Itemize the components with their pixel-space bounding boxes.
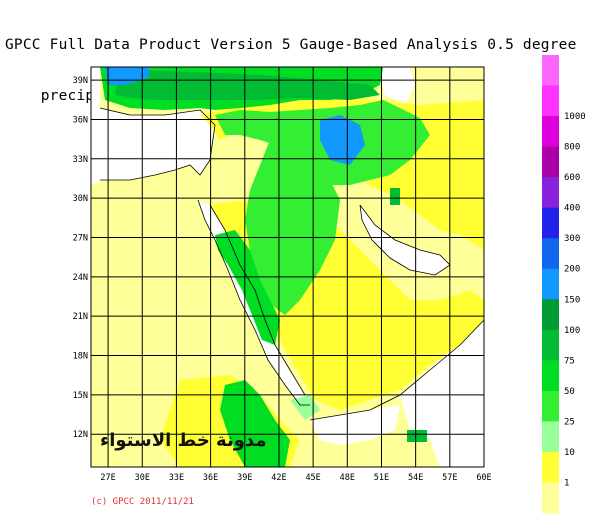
legend-label: 1	[564, 478, 569, 488]
lon-tick-label: 45E	[305, 473, 320, 483]
legend-swatch	[542, 177, 559, 209]
sea-arabian	[400, 310, 484, 467]
legend-label: 200	[564, 265, 580, 275]
lat-tick-label: 12N	[73, 430, 88, 440]
legend-label: 600	[564, 173, 580, 183]
latitude-labels: 39N 36N 33N 30N 27N 24N 21N 18N 15N 12N	[73, 76, 88, 440]
sea-gulf-of-aden	[310, 405, 400, 445]
coastlines	[99, 107, 485, 421]
map-title-line1: GPCC Full Data Product Version 5 Gauge-B…	[5, 37, 577, 53]
lat-tick-label: 30N	[73, 194, 88, 204]
legend-swatch	[542, 238, 559, 270]
legend-swatch	[542, 116, 559, 148]
coastline-persian-gulf	[359, 204, 451, 276]
lon-tick-label: 39E	[237, 473, 252, 483]
legend-label: 300	[564, 234, 580, 244]
graticule	[91, 67, 485, 467]
lat-tick-label: 15N	[73, 391, 88, 401]
lat-tick-label: 24N	[73, 273, 88, 283]
sea-mediterranean	[91, 67, 215, 185]
precip-green-gulf	[390, 188, 400, 205]
precip-blue-iran	[320, 115, 365, 165]
lat-tick-label: 33N	[73, 155, 88, 165]
legend-labels: 1000 800 600 400 300 200 150 100 75 50 25 10 1	[564, 112, 586, 488]
precip-green-socotra	[407, 430, 427, 442]
longitude-labels: 27E 30E 33E 36E 39E 42E 45E 48E 51E 54E 57E 60E	[100, 473, 491, 483]
legend-colorbar	[542, 55, 559, 514]
lon-tick-label: 60E	[476, 473, 491, 483]
legend-swatch	[542, 360, 559, 392]
legend-swatch	[542, 299, 559, 331]
lon-tick-label: 42E	[271, 473, 286, 483]
legend-swatch	[542, 421, 559, 453]
lon-tick-label: 51E	[374, 473, 389, 483]
legend-swatch	[542, 390, 559, 422]
lon-tick-label: 33E	[169, 473, 184, 483]
map-frame: 39N 36N 33N 30N 27N 24N 21N 18N 15N 12N 27E 30E 33E…	[73, 66, 492, 483]
legend-label: 100	[564, 326, 580, 336]
coastline-red-sea-east	[209, 204, 306, 396]
coastline-red-sea-west	[197, 199, 310, 406]
legend-label: 75	[564, 356, 575, 366]
coastline-med	[99, 107, 216, 181]
legend-swatch	[542, 85, 559, 117]
legend-swatch	[542, 329, 559, 361]
map-border	[90, 66, 485, 468]
precip-green-iraq	[245, 140, 340, 315]
lat-tick-label: 36N	[73, 115, 88, 125]
legend-label: 10	[564, 448, 575, 458]
legend-label: 1000	[564, 112, 586, 122]
legend-swatch	[542, 451, 559, 483]
legend-label: 50	[564, 387, 575, 397]
lon-tick-label: 57E	[442, 473, 457, 483]
legend-swatch	[542, 268, 559, 300]
legend-label: 25	[564, 417, 575, 427]
sea-persian-gulf	[360, 205, 450, 275]
lat-tick-label: 18N	[73, 352, 88, 362]
legend-swatch	[542, 55, 559, 87]
lat-tick-label: 39N	[73, 76, 88, 86]
lon-tick-label: 27E	[100, 473, 115, 483]
legend-label: 800	[564, 143, 580, 153]
sea-caspian	[380, 67, 415, 105]
legend-label: 150	[564, 295, 580, 305]
lat-tick-label: 21N	[73, 312, 88, 322]
lat-tick-label: 27N	[73, 233, 88, 243]
lon-tick-label: 36E	[203, 473, 218, 483]
precip-green-ethiopia	[220, 380, 290, 467]
legend-swatch	[542, 146, 559, 178]
legend-label: 400	[564, 204, 580, 214]
coastline-arabia-south	[309, 319, 485, 421]
precip-darkgreen-turkey	[115, 70, 380, 100]
copyright-text: (c) GPCC 2011/11/21	[91, 497, 194, 507]
lon-tick-label: 30E	[135, 473, 150, 483]
lon-tick-label: 48E	[340, 473, 355, 483]
lon-tick-label: 54E	[408, 473, 423, 483]
legend-swatch	[542, 207, 559, 239]
watermark-text: مدونة خط الاستواء	[100, 430, 267, 451]
legend-swatch	[542, 482, 559, 514]
